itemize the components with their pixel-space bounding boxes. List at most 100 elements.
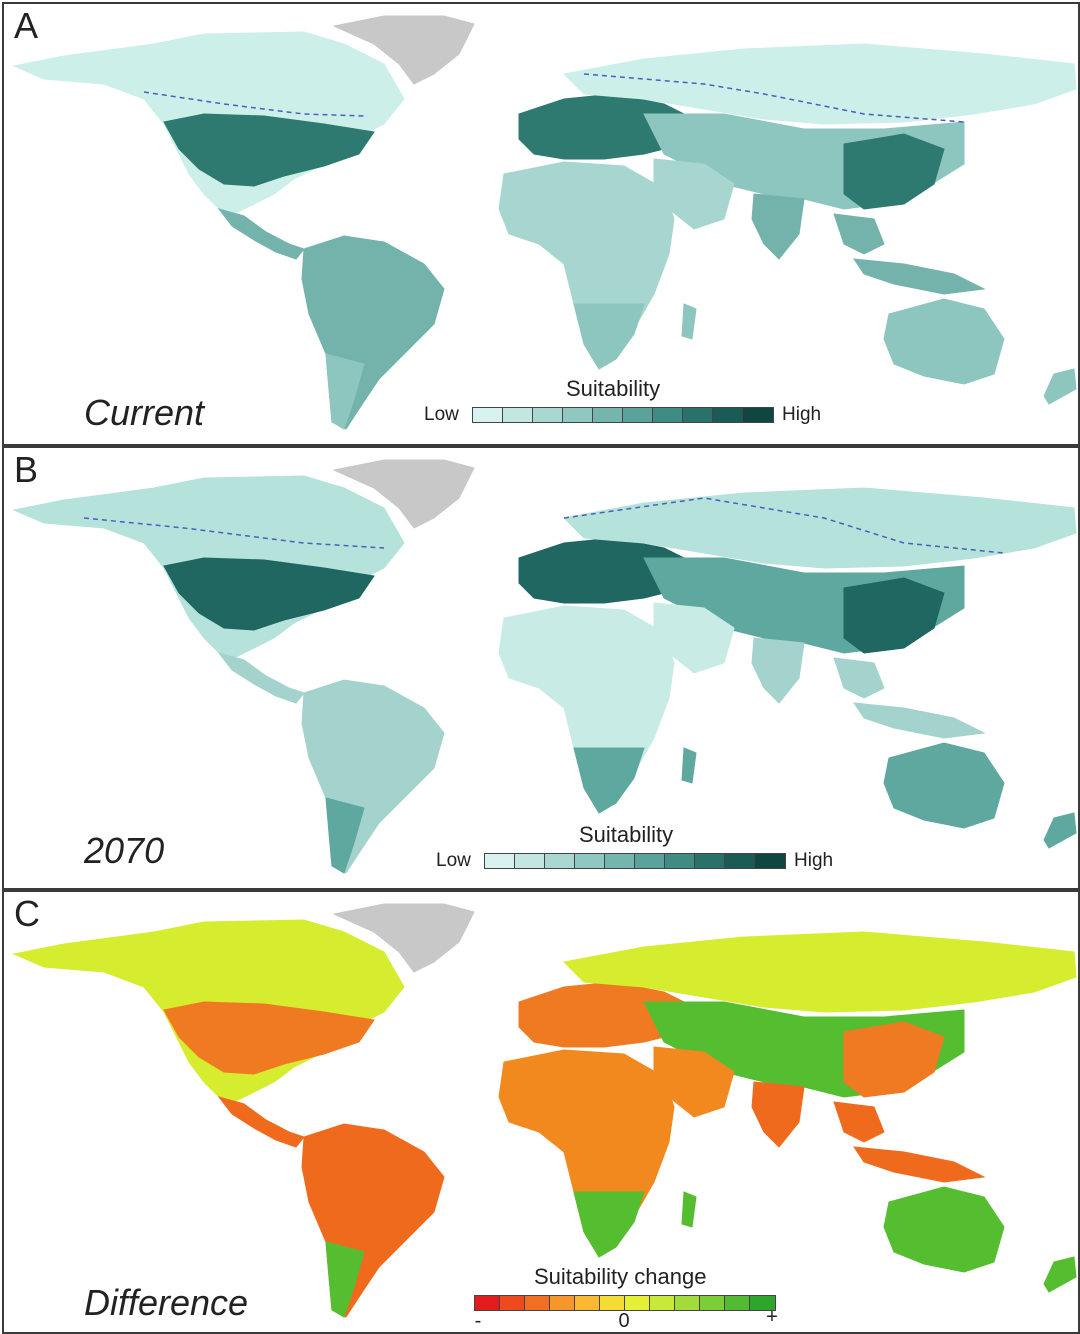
landmass-africa-south xyxy=(573,1191,645,1258)
legend-swatch xyxy=(695,854,725,868)
legend-title: Suitability xyxy=(579,822,674,847)
landmass-madagascar xyxy=(681,747,697,784)
landmass-madagascar xyxy=(681,1191,697,1228)
legend-swatch xyxy=(683,408,713,422)
legend-swatch xyxy=(563,408,593,422)
legend-swatch xyxy=(743,408,773,422)
landmass-africa-south xyxy=(573,747,645,814)
landmass-india xyxy=(751,637,805,704)
world-map-current xyxy=(12,15,1077,430)
scenario-label: Difference xyxy=(84,1282,249,1323)
landmass-usa-band xyxy=(163,113,375,187)
legend-swatch xyxy=(713,408,743,422)
landmass-se-asia xyxy=(833,213,885,255)
legend-swatch xyxy=(605,854,635,868)
landmass-usa-band xyxy=(163,1001,375,1075)
legend-swatch xyxy=(725,1296,750,1310)
legend-swatch xyxy=(623,408,653,422)
landmass-central-america xyxy=(217,208,305,260)
legend-title: Suitability change xyxy=(534,1264,707,1289)
legend-swatch xyxy=(650,1296,675,1310)
landmass-se-asia xyxy=(833,1101,885,1143)
legend-swatch xyxy=(665,854,695,868)
landmass-madagascar xyxy=(681,303,697,340)
panel-letter: B xyxy=(14,449,39,490)
landmass-se-asia xyxy=(833,657,885,699)
legend-swatch xyxy=(575,854,605,868)
landmass-east-asia xyxy=(843,1021,945,1098)
legend-color-bar xyxy=(472,407,774,423)
panel-current: A Current Suitability Low High xyxy=(2,2,1080,446)
panel-difference: C Difference Suitability change - 0 + xyxy=(2,890,1080,1334)
legend-color-bar xyxy=(484,853,786,869)
landmass-greenland xyxy=(332,903,475,973)
scenario-label: Current xyxy=(84,392,205,433)
legend-color-bar xyxy=(474,1295,776,1311)
landmass-central-america xyxy=(217,652,305,704)
legend-swatch xyxy=(550,1296,575,1310)
landmass-usa-band xyxy=(163,557,375,631)
legend-swatch xyxy=(675,1296,700,1310)
landmass-patagonia xyxy=(325,1241,365,1318)
legend-swatch xyxy=(625,1296,650,1310)
landmass-central-america xyxy=(217,1096,305,1148)
suitability-boundary-line xyxy=(143,73,965,123)
landmass-australia xyxy=(883,1186,1005,1273)
world-map-difference xyxy=(12,903,1077,1318)
world-map-2070 xyxy=(12,459,1077,874)
legend-swatch xyxy=(593,408,623,422)
legend-swatch xyxy=(473,408,503,422)
legend-swatch xyxy=(755,854,785,868)
suitability-boundary-line xyxy=(83,497,1005,554)
landmass-australia xyxy=(883,742,1005,829)
landmass-australia xyxy=(883,298,1005,385)
legend-swatch xyxy=(503,408,533,422)
legend-high-label: High xyxy=(794,850,834,871)
legend-swatch xyxy=(545,854,575,868)
landmass-india xyxy=(751,1081,805,1148)
legend-minus-label: - xyxy=(474,1310,482,1332)
landmass-patagonia xyxy=(325,797,365,874)
legend-swatch xyxy=(600,1296,625,1310)
landmass-asia-north xyxy=(562,43,1077,125)
landmass-south-america xyxy=(301,1123,445,1318)
landmass-india xyxy=(751,193,805,260)
landmass-new-zealand xyxy=(1043,1256,1077,1293)
legend-swatch xyxy=(475,1296,500,1310)
panel-letter: C xyxy=(14,893,40,934)
landmass-south-america xyxy=(301,235,445,430)
panel-letter: A xyxy=(14,5,39,46)
panel-2070: B 2070 Suitability Low High xyxy=(2,446,1080,890)
landmass-new-zealand xyxy=(1043,368,1077,405)
legend-swatch xyxy=(575,1296,600,1310)
landmass-new-zealand xyxy=(1043,812,1077,849)
scenario-label: 2070 xyxy=(84,830,165,871)
legend-swatch xyxy=(653,408,683,422)
legend-swatch xyxy=(485,854,515,868)
legend-swatch xyxy=(500,1296,525,1310)
legend-plus-label: + xyxy=(766,1306,778,1328)
landmass-indonesia xyxy=(852,702,986,739)
landmass-patagonia xyxy=(325,353,365,430)
legend-swatch xyxy=(725,854,755,868)
legend-title: Suitability xyxy=(566,376,661,401)
legend-swatch xyxy=(533,408,563,422)
landmass-south-america xyxy=(301,679,445,874)
legend-swatch xyxy=(750,1296,775,1310)
landmass-east-asia xyxy=(843,133,945,210)
landmass-indonesia xyxy=(852,1146,986,1183)
legend-swatch xyxy=(515,854,545,868)
landmass-indonesia xyxy=(852,258,986,295)
legend-high-label: High xyxy=(782,404,822,425)
legend-zero-label: 0 xyxy=(618,1310,630,1332)
landmass-greenland xyxy=(332,459,475,529)
legend-swatch xyxy=(700,1296,725,1310)
landmass-asia-north xyxy=(562,931,1077,1013)
legend-swatch xyxy=(635,854,665,868)
legend-low-label: Low xyxy=(424,404,459,425)
landmass-greenland xyxy=(332,15,475,85)
landmass-africa-south xyxy=(573,303,645,370)
landmass-east-asia xyxy=(843,577,945,654)
legend-swatch xyxy=(525,1296,550,1310)
legend-low-label: Low xyxy=(436,850,471,871)
